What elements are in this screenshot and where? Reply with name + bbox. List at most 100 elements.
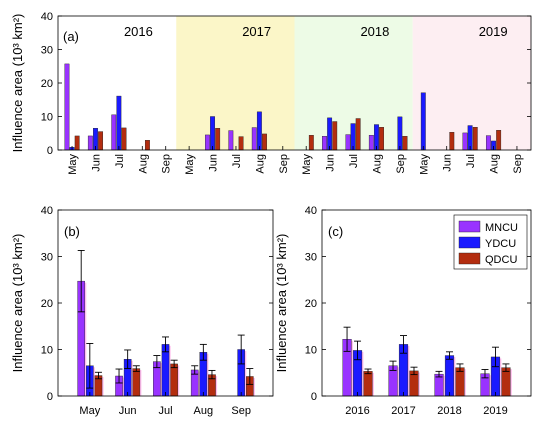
y-tick-label: 20 bbox=[305, 298, 317, 310]
x-tick-label: Sep bbox=[395, 154, 407, 174]
x-tick-label: May bbox=[418, 154, 430, 175]
bar-qdcu bbox=[496, 130, 502, 151]
x-tick-label: Jul bbox=[348, 154, 360, 168]
x-tick-label: Aug bbox=[489, 154, 501, 174]
bar-qdcu bbox=[332, 121, 338, 151]
y-tick-label: 20 bbox=[41, 298, 53, 310]
bar-mncu bbox=[322, 136, 327, 151]
year-shade-2017 bbox=[176, 16, 295, 150]
y-tick-label: 30 bbox=[41, 252, 53, 264]
bar-qdcu bbox=[355, 118, 361, 151]
bar-qdcu bbox=[98, 131, 104, 151]
y-tick-label: 40 bbox=[41, 205, 53, 217]
legend-label: YDCU bbox=[485, 238, 516, 250]
bar-qdcu bbox=[501, 367, 511, 397]
bar-ydcu bbox=[116, 95, 122, 151]
bar-mncu bbox=[485, 135, 491, 151]
bar-qdcu bbox=[449, 132, 455, 151]
y-tick-label: 40 bbox=[305, 205, 317, 217]
y-tick-label: 0 bbox=[47, 391, 53, 403]
bar-ydcu bbox=[420, 92, 426, 151]
bar-qdcu bbox=[215, 128, 221, 151]
legend-label: QDCU bbox=[485, 254, 517, 266]
x-tick-label: Sep bbox=[512, 154, 524, 174]
bar-qdcu bbox=[238, 136, 244, 151]
x-tick-label: Jun bbox=[90, 154, 102, 172]
x-tick-label: Jun bbox=[208, 154, 220, 172]
x-tick-label: Aug bbox=[371, 154, 383, 174]
legend-swatch-qdcu bbox=[458, 252, 481, 265]
bar-qdcu bbox=[402, 136, 408, 151]
y-tick-label: 20 bbox=[41, 78, 53, 90]
bar-qdcu bbox=[363, 371, 373, 397]
x-tick-label: Jun bbox=[442, 154, 454, 172]
panel-label: (a) bbox=[63, 29, 79, 44]
y-axis-title: Influence area (10³ km²) bbox=[10, 234, 25, 373]
y-tick-label: 0 bbox=[47, 145, 53, 157]
x-tick-label: Jun bbox=[119, 405, 137, 417]
bar-qdcu bbox=[472, 127, 478, 151]
year-label: 2016 bbox=[124, 24, 153, 39]
y-axis-title: Influence area (10³ km²) bbox=[10, 14, 25, 153]
bar-qdcu bbox=[170, 363, 178, 397]
x-tick-label: May bbox=[67, 154, 79, 175]
bar-qdcu bbox=[262, 133, 267, 151]
bar-qdcu bbox=[144, 140, 150, 151]
bar-mncu bbox=[368, 135, 374, 151]
x-tick-label: Aug bbox=[254, 154, 266, 174]
x-tick-label: 2016 bbox=[345, 405, 369, 417]
bar-qdcu bbox=[132, 368, 141, 397]
x-tick-label: Jul bbox=[465, 154, 477, 168]
year-label: 2017 bbox=[242, 24, 271, 39]
bar-mncu bbox=[87, 135, 93, 151]
x-tick-label: May bbox=[301, 154, 313, 175]
y-tick-label: 30 bbox=[305, 252, 317, 264]
y-tick-label: 10 bbox=[41, 112, 53, 124]
bar-ydcu bbox=[210, 116, 215, 151]
x-tick-label: Jul bbox=[158, 405, 172, 417]
bar-ydcu bbox=[327, 117, 333, 151]
y-axis-title: Influence area (10³ km²) bbox=[274, 234, 289, 373]
legend-swatch-mncu bbox=[458, 220, 481, 233]
bar-ydcu bbox=[256, 111, 262, 151]
year-label: 2019 bbox=[479, 24, 508, 39]
year-shading-layer bbox=[176, 16, 531, 150]
x-tick-label: Jul bbox=[114, 154, 126, 168]
year-label: 2018 bbox=[360, 24, 389, 39]
x-tick-label: Aug bbox=[137, 154, 149, 174]
bar-ydcu bbox=[397, 116, 403, 151]
x-tick-label: May bbox=[79, 405, 100, 417]
x-tick-label: Sep bbox=[161, 154, 173, 174]
bar-qdcu bbox=[121, 127, 127, 151]
bar-mncu bbox=[434, 373, 444, 397]
bars-layer bbox=[64, 63, 512, 397]
bar-qdcu bbox=[74, 135, 80, 151]
bar-mncu bbox=[205, 134, 210, 151]
bar-mncu bbox=[64, 63, 70, 151]
text-layer: May Jun Jul Aug Sep May Jun Jul Aug Sep May Jun Jul A… bbox=[10, 11, 528, 417]
bar-mncu bbox=[251, 127, 257, 151]
y-tick-label: 10 bbox=[305, 345, 317, 357]
axes-layer bbox=[57, 15, 532, 397]
panel-label: (b) bbox=[64, 224, 80, 239]
legend-label: MNCU bbox=[485, 222, 518, 234]
x-tick-label: Jul bbox=[231, 154, 243, 168]
x-tick-label: May bbox=[184, 154, 196, 175]
bar-qdcu bbox=[308, 135, 314, 151]
x-tick-label: Sep bbox=[278, 154, 290, 174]
legend-swatch-ydcu bbox=[458, 236, 481, 249]
bar-mncu bbox=[111, 114, 117, 151]
bar-qdcu bbox=[379, 127, 384, 151]
x-tick-label: 2019 bbox=[483, 405, 507, 417]
y-tick-label: 30 bbox=[41, 45, 53, 57]
bar-mncu bbox=[462, 132, 468, 151]
x-tick-label: Sep bbox=[231, 405, 251, 417]
x-tick-label: 2017 bbox=[391, 405, 415, 417]
y-tick-label: 0 bbox=[311, 391, 317, 403]
panel-label: (c) bbox=[328, 224, 343, 239]
bar-mncu bbox=[228, 130, 234, 151]
x-tick-label: 2018 bbox=[437, 405, 461, 417]
y-tick-label: 40 bbox=[41, 11, 53, 23]
bar-qdcu bbox=[455, 367, 465, 397]
